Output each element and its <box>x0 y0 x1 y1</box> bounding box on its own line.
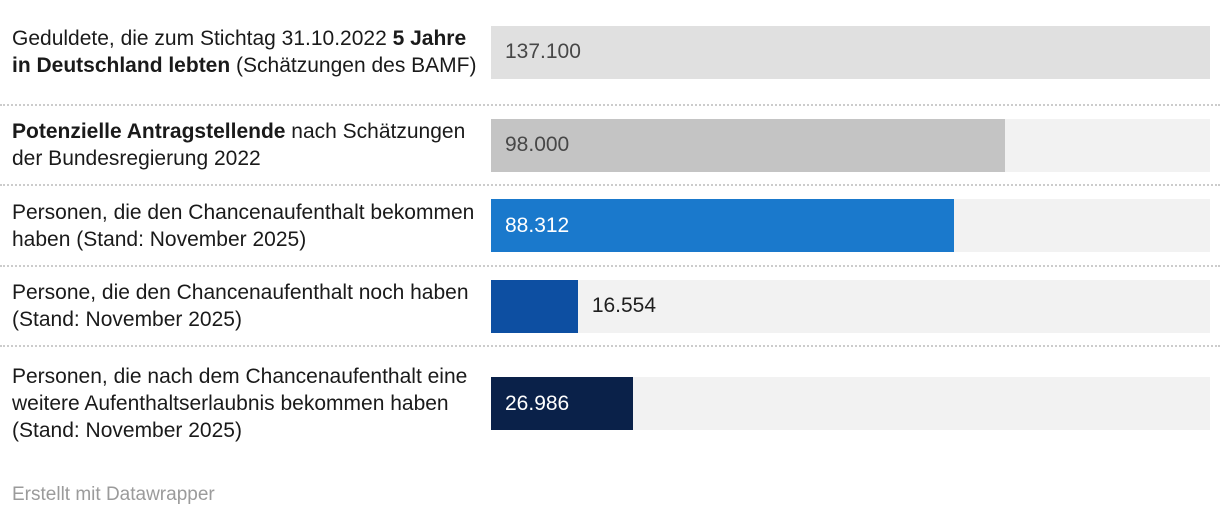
chart-row: Potenzielle Antragstellende nach Schätzu… <box>0 106 1220 186</box>
row-label-text: Personen, die den Chancenaufenthalt beko… <box>12 200 475 251</box>
bar-value: 16.554 <box>591 294 657 317</box>
datawrapper-attribution-link[interactable]: Erstellt mit Datawrapper <box>12 484 215 505</box>
row-label-bold: 5 Jahre in Deutschland lebten <box>12 27 467 77</box>
bar-value: 137.100 <box>505 40 581 63</box>
chart-row: Personen, die nach dem Chancenaufenthalt… <box>0 347 1220 460</box>
bar-fill <box>491 25 1210 79</box>
row-label-text: Geduldete, die zum Stichtag 31.10.2022 <box>12 27 393 50</box>
chart-footer: Erstellt mit Datawrapper <box>0 484 1220 506</box>
bar-track: 16.554 <box>491 279 1210 333</box>
bar-value: 26.986 <box>505 391 570 415</box>
row-label-text: (Schätzungen des BAMF) <box>230 54 477 77</box>
row-label-text: nach Schätzungen der Bundesregierung 202… <box>12 120 466 170</box>
chart-row: Geduldete, die zum Stichtag 31.10.2022 5… <box>0 0 1220 106</box>
row-label: Potenzielle Antragstellende nach Schätzu… <box>0 118 491 172</box>
bar-value: 88.312 <box>505 213 570 237</box>
bar-fill <box>491 377 633 430</box>
row-label: Persone, die den Chancenaufenthalt noch … <box>0 279 491 333</box>
row-label: Personen, die nach dem Chancenaufenthalt… <box>0 363 491 444</box>
bar-track: 137.100 <box>491 25 1210 79</box>
bar-fill <box>491 279 578 333</box>
bar-track: 26.986 <box>491 377 1210 430</box>
row-label: Personen, die den Chancenaufenthalt beko… <box>0 199 491 253</box>
row-label-text: Persone, die den Chancenaufenthalt noch … <box>12 281 469 331</box>
chart-row: Personen, die den Chancenaufenthalt beko… <box>0 186 1220 267</box>
bar-track: 88.312 <box>491 199 1210 252</box>
row-label-bold: Potenzielle Antragstellende <box>12 120 286 143</box>
bar-fill <box>491 118 1005 172</box>
row-label: Geduldete, die zum Stichtag 31.10.2022 5… <box>0 25 491 79</box>
bar-fill <box>491 199 955 252</box>
bar-value: 98.000 <box>505 133 570 156</box>
bar-chart: Geduldete, die zum Stichtag 31.10.2022 5… <box>0 0 1220 460</box>
bar-track: 98.000 <box>491 118 1210 172</box>
row-label-text: Personen, die nach dem Chancenaufenthalt… <box>12 365 468 442</box>
chart-row: Persone, die den Chancenaufenthalt noch … <box>0 267 1220 347</box>
